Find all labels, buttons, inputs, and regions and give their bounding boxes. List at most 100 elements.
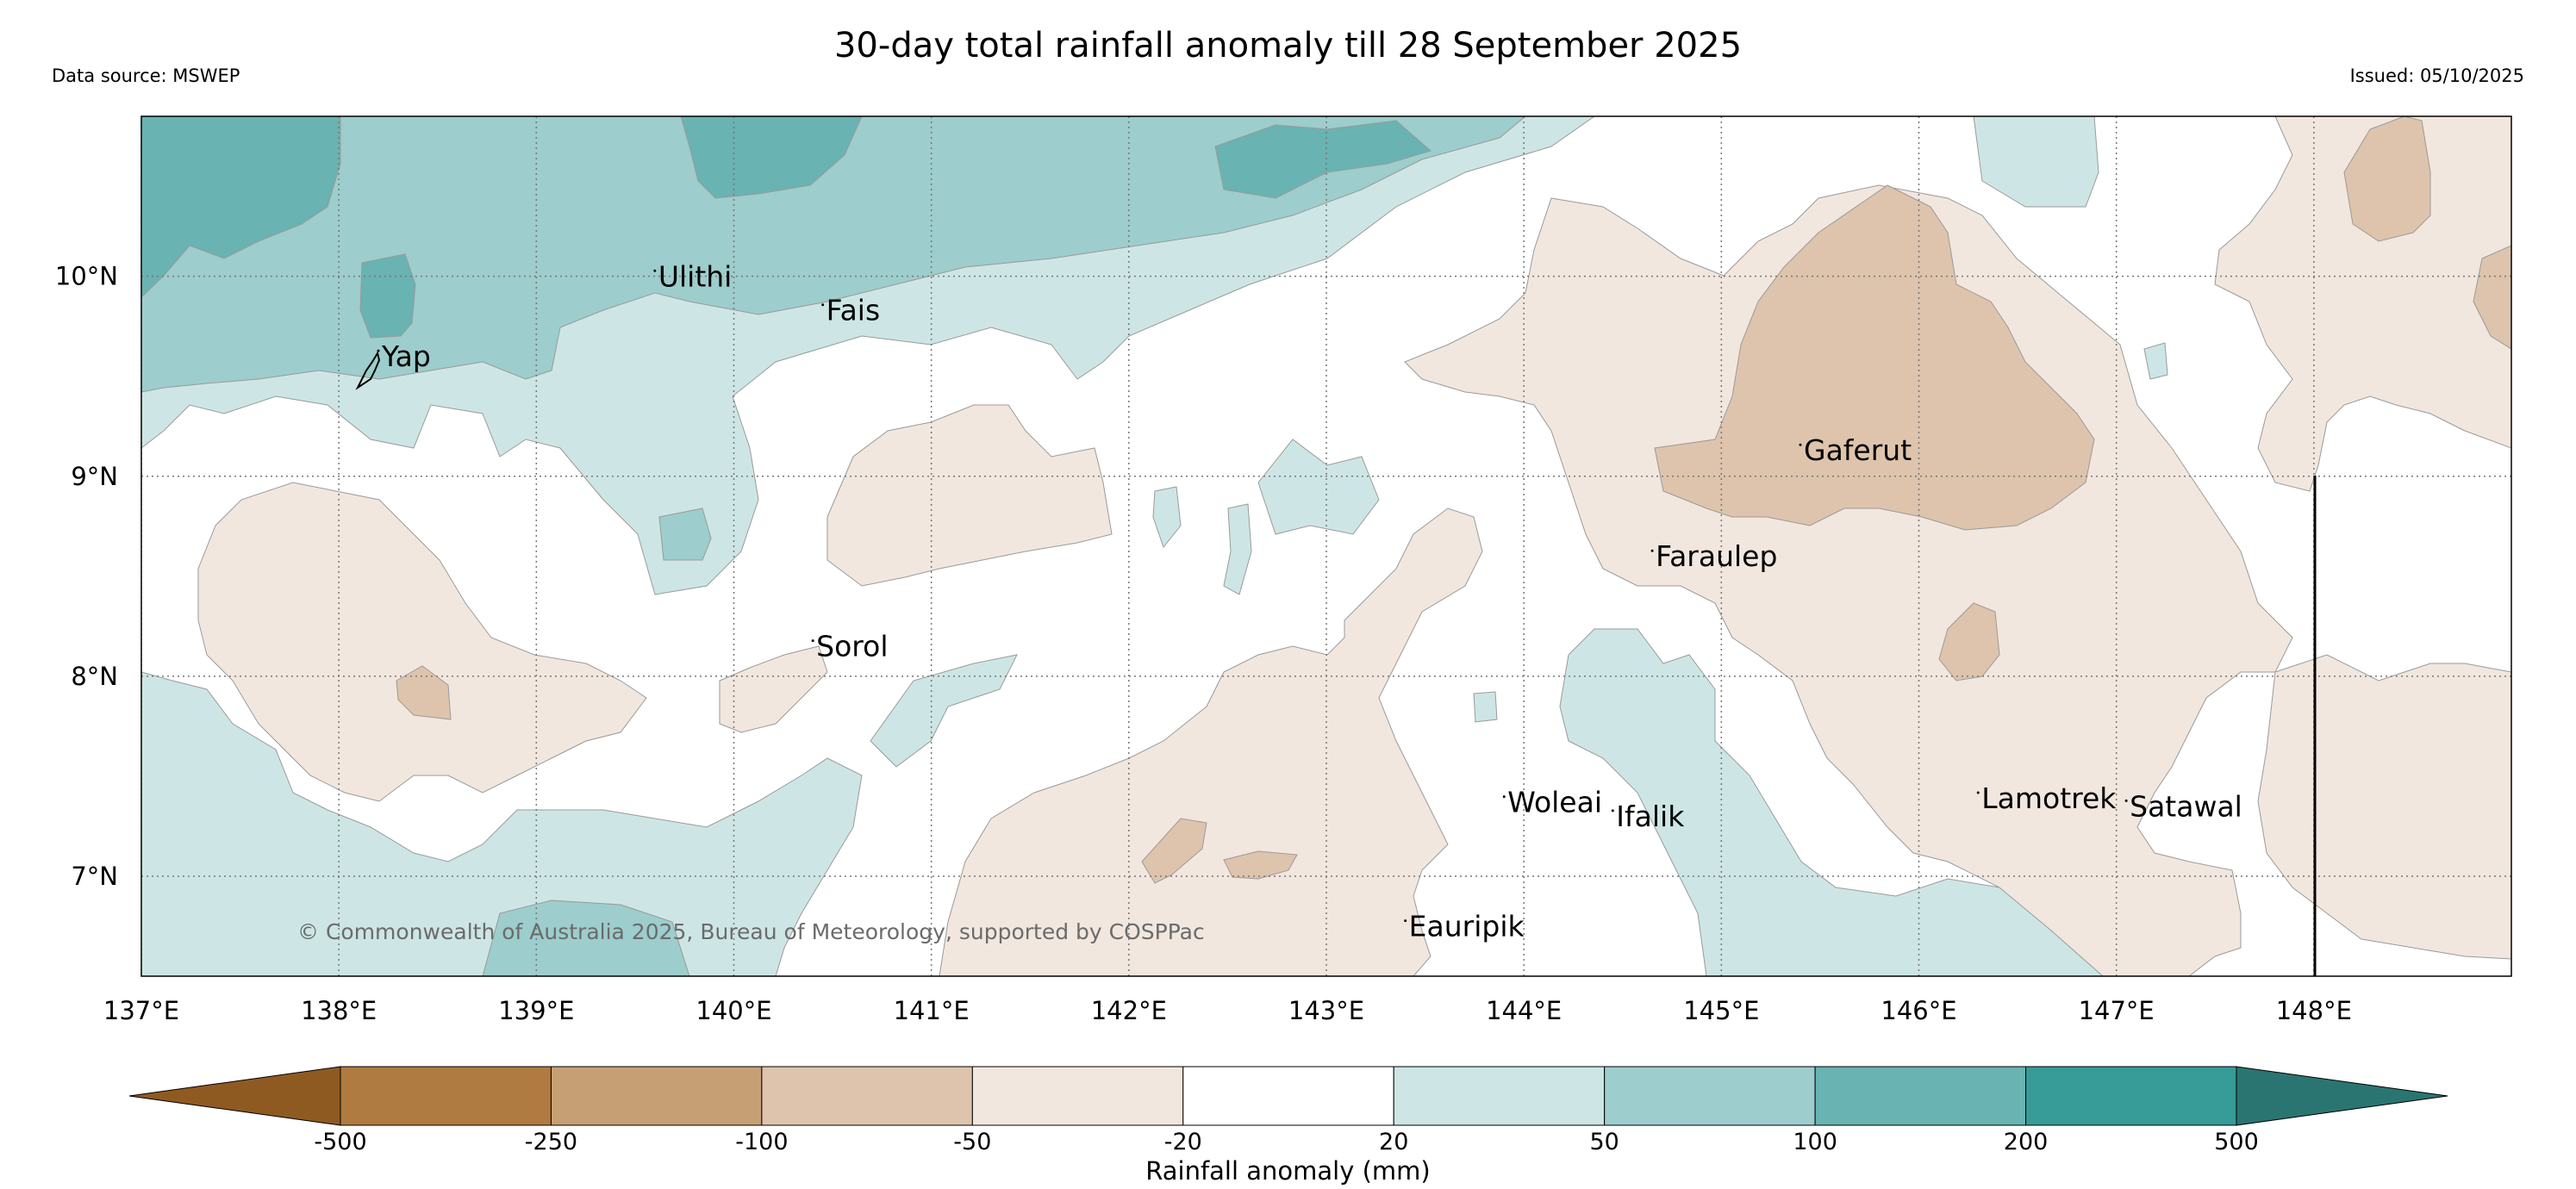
gridlines (141, 116, 2511, 976)
anomaly-dry-50-100-gaferut (1654, 184, 2095, 531)
place-marker (1976, 791, 1980, 794)
colorbar-extend-low (128, 1066, 341, 1126)
colorbar-segment (1604, 1066, 1816, 1126)
colorbar-segment (2025, 1066, 2237, 1126)
lon-tick-label: 138°E (301, 996, 377, 1025)
anomaly-dry-50-100-west (396, 665, 452, 720)
anomaly-dry-20-50-southeast (2257, 654, 2511, 960)
lon-tick-label: 145°E (1683, 996, 1759, 1025)
anomaly-wet-100-200-nw (141, 116, 341, 298)
lon-tick-label: 147°E (2079, 996, 2155, 1025)
anomaly-wet-20-50-center (1257, 439, 1380, 535)
place-marker (1502, 795, 1506, 799)
place-marker (653, 269, 657, 272)
anomaly-wet-20-50-sorol (870, 654, 1018, 768)
colorbar-segment (1814, 1066, 2027, 1126)
colorbar-tick-label: 100 (1793, 1129, 1837, 1155)
anomaly-dry-20-50-west (197, 482, 647, 802)
anomaly-dry-50-100-small-east (1938, 602, 2000, 682)
anomaly-wet-20-50-southwest (141, 671, 863, 976)
anomaly-wet-20-50-northeast (1973, 116, 2099, 208)
place-labels: Yap Ulithi Fais Gaferut Faraulep Sorol Woleai I… (377, 259, 2242, 943)
lat-tick-label: 10°N (55, 262, 118, 291)
colorbar-segment (1393, 1066, 1606, 1126)
lat-tick-label: 8°N (71, 662, 118, 691)
anomaly-dry-20-50-far-east (2214, 116, 2511, 492)
anomaly-wet-20-50-small-2 (1223, 503, 1252, 595)
colorbar-segment (340, 1066, 552, 1126)
colorbar-extend-high (2236, 1066, 2448, 1126)
anomaly-wet-20-50-small-islet (1473, 691, 1498, 723)
place-marker (1650, 549, 1654, 552)
lon-tick-label: 146°E (1881, 996, 1956, 1025)
anomaly-dry-50-100-far-ne (2473, 245, 2511, 350)
lat-tick-label: 7°N (71, 862, 118, 891)
place-label-ulithi: Ulithi (658, 259, 733, 293)
place-label-ifalik: Ifalik (1616, 800, 1685, 833)
lon-tick-label: 144°E (1486, 996, 1562, 1025)
colorbar-segment (550, 1066, 763, 1126)
anomaly-wet-20-50-ifalik (1559, 628, 2104, 976)
colorbar-segment (761, 1066, 973, 1126)
anomaly-wet-20-50-small-1 (1152, 486, 1182, 549)
place-label-woleai: Woleai (1507, 786, 1602, 819)
anomaly-dry-50-100-ne (2343, 116, 2431, 242)
map-frame (140, 115, 2512, 977)
longitude-labels: 137°E 138°E 139°E 140°E 141°E 142°E 143°E 144°E… (103, 996, 2352, 1025)
place-marker (1611, 809, 1614, 812)
anomaly-dry-50-100-south-2 (1223, 850, 1298, 880)
anomaly-wet-100-200-north-mid (680, 116, 863, 199)
copyright-notice: © Commonwealth of Australia 2025, Bureau… (297, 919, 1205, 944)
place-marker (2124, 799, 2128, 802)
colorbar-tick-label: -250 (524, 1129, 578, 1155)
lat-tick-label: 9°N (71, 462, 118, 491)
place-marker (811, 639, 814, 643)
place-label-lamotrek: Lamotrek (1981, 781, 2117, 815)
colorbar-segment (1182, 1066, 1394, 1126)
anomaly-wet-50-100-south (482, 900, 690, 976)
colorbar-segment (971, 1066, 1184, 1126)
place-label-yap: Yap (381, 339, 431, 373)
anomaly-wet-20-50-east (2143, 342, 2168, 380)
map-title: 30-day total rainfall anomaly till 28 Se… (833, 26, 1743, 65)
lon-tick-label: 142°E (1091, 996, 1167, 1025)
issued-date: Issued: 05/10/2025 (2349, 65, 2524, 86)
colorbar-tick-label: 200 (2003, 1129, 2049, 1155)
anomaly-dry-20-50-east (1404, 184, 2293, 976)
lon-tick-label: 143°E (1288, 996, 1364, 1025)
lon-tick-label: 139°E (498, 996, 574, 1025)
colorbar-tick-label: -20 (1163, 1129, 1202, 1155)
anomaly-dry-20-50-sorol (719, 645, 828, 733)
map-area (141, 116, 2511, 976)
colorbar-tick-label: 50 (1589, 1129, 1619, 1155)
place-label-satawal: Satawal (2130, 789, 2242, 823)
place-label-fais: Fais (826, 294, 881, 327)
place-marker (1404, 919, 1407, 923)
latitude-labels: 10°N 9°N 8°N 7°N (55, 262, 118, 891)
anomaly-dry-50-100-south-1 (1141, 818, 1207, 884)
place-label-gaferut: Gaferut (1804, 433, 1912, 467)
place-marker (1799, 443, 1802, 446)
colorbar-tick-label: -50 (953, 1129, 992, 1155)
place-label-eauripik: Eauripik (1409, 910, 1525, 943)
colorbar-tick-label: -500 (314, 1129, 367, 1155)
colorbar (128, 1066, 2448, 1126)
place-label-faraulep: Faraulep (1656, 539, 1777, 573)
colorbar-label: Rainfall anomaly (mm) (1145, 1156, 1431, 1186)
anomaly-wet-50-100-north (141, 116, 1526, 393)
data-source: Data source: MSWEP (52, 65, 240, 86)
lon-tick-label: 140°E (695, 996, 771, 1025)
anomaly-wet-100-200-ne (1214, 120, 1432, 199)
place-marker (377, 349, 380, 352)
colorbar-tick-label: -100 (735, 1129, 789, 1155)
lon-tick-label: 137°E (103, 996, 179, 1025)
lon-tick-label: 148°E (2276, 996, 2352, 1025)
colorbar-tick-label: 500 (2214, 1129, 2259, 1155)
anomaly-wet-50-100-patch (658, 507, 712, 561)
place-label-sorol: Sorol (816, 630, 888, 663)
yap-island-outline (355, 351, 381, 390)
lon-tick-label: 141°E (894, 996, 970, 1025)
anomaly-wet-100-200-yap (359, 253, 416, 339)
anomaly-dry-20-50-south-center (939, 507, 1483, 976)
